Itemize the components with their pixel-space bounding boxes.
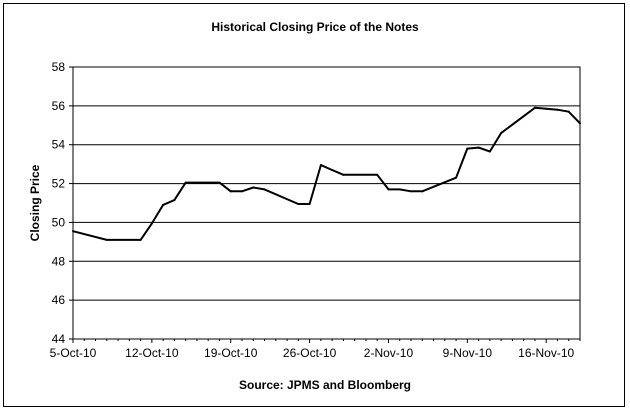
data-point [342,173,345,176]
data-point [556,108,559,111]
y-tick-label: 52 [52,177,66,191]
x-axis-title: Source: JPMS and Bloomberg [239,378,411,392]
x-tick-label: 2-Nov-10 [364,346,414,360]
data-point [173,199,176,202]
data-point [455,176,458,179]
data-point [477,146,480,149]
y-axis-ticks: 44 46 48 50 52 54 56 58 [52,60,73,346]
data-point [263,188,266,191]
chart-title: Historical Closing Price of the Notes [211,20,419,34]
data-point [252,186,255,189]
data-point [567,110,570,113]
y-tick-label: 44 [52,332,66,346]
y-axis-title: Closing Price [28,164,42,241]
x-tick-label: 16-Nov-10 [518,346,574,360]
series-layer [72,106,581,241]
data-point [533,106,536,109]
data-point [105,238,108,241]
data-point [162,203,165,206]
x-tick-label: 26-Oct-10 [283,346,337,360]
data-point [150,222,153,225]
data-point [229,190,232,193]
x-tick-label: 19-Oct-10 [204,346,258,360]
data-point [398,188,401,191]
data-point [421,190,424,193]
gridlines [73,105,580,301]
y-tick-label: 48 [52,254,66,268]
plot-area [72,66,581,340]
data-point [500,132,503,135]
data-point [579,122,581,125]
data-point [72,230,74,233]
x-tick-label: 9-Nov-10 [443,346,493,360]
data-point [466,147,469,150]
data-point [545,107,548,110]
data-point [241,190,243,193]
data-point [331,168,334,171]
data-point [308,202,311,205]
data-point [488,150,491,153]
x-axis-ticks: 5-Oct-10 12-Oct-10 19-Oct-10 26-Oct-10 2-Nov… [50,339,581,360]
y-tick-label: 46 [52,293,66,307]
series-line-closing-price [72,106,581,241]
data-point [139,238,142,241]
data-point [218,181,221,184]
x-tick-label: 5-Oct-10 [50,346,97,360]
y-tick-label: 56 [52,99,66,113]
data-point [376,173,379,176]
data-point [387,188,390,191]
data-point [297,202,300,205]
data-point [410,190,412,193]
data-point [184,181,187,184]
x-tick-label: 12-Oct-10 [125,346,179,360]
data-point [319,164,322,167]
y-tick-label: 54 [52,138,66,152]
y-tick-label: 50 [52,215,66,229]
y-tick-label: 58 [52,60,66,74]
